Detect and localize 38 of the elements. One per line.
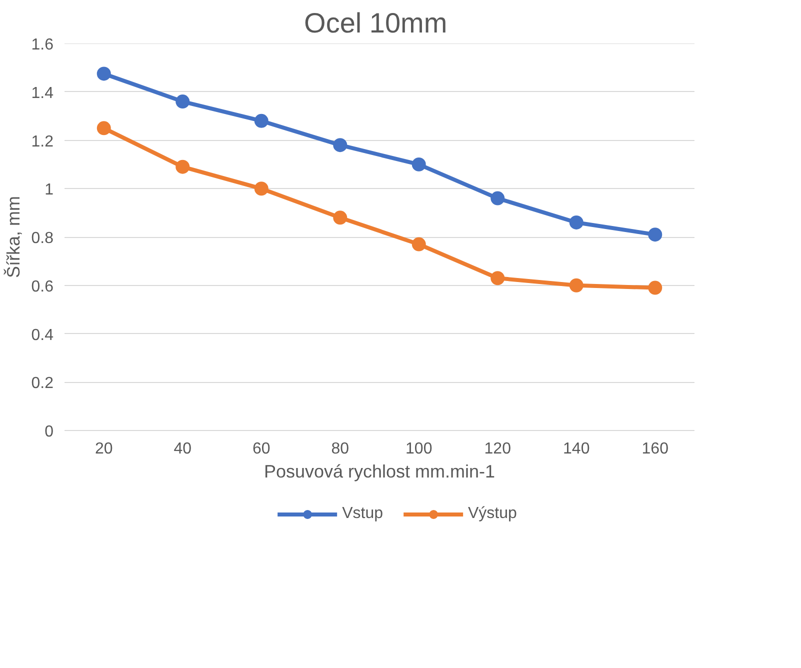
x-axis-title: Posuvová rychlost mm.min-1 (264, 462, 496, 482)
legend-label: Výstup (468, 505, 517, 523)
x-tick-label: 140 (563, 440, 590, 458)
legend-label: Vstup (342, 505, 383, 523)
y-tick-label: 0 (44, 424, 54, 440)
y-tick-label: 1.4 (31, 84, 54, 102)
x-tick-label: 120 (484, 440, 512, 458)
x-tick-label: 20 (94, 440, 113, 458)
y-tick-label: 1.2 (31, 133, 54, 150)
x-tick-label: 80 (331, 440, 350, 458)
y-tick-label: 1.6 (31, 36, 54, 54)
point (490, 191, 505, 206)
point (648, 280, 662, 295)
point (490, 271, 505, 286)
x-tick-label: 160 (642, 440, 669, 458)
x-tick-label: 100 (406, 440, 432, 458)
y-tick-label: 1 (44, 182, 54, 199)
point (648, 228, 662, 242)
point (333, 138, 348, 152)
chart-title: Ocel 10mm (304, 8, 448, 38)
point (412, 237, 426, 252)
point (254, 114, 268, 128)
point (412, 157, 426, 172)
point (176, 94, 190, 109)
x-tick-label: 60 (252, 440, 270, 458)
point (96, 66, 111, 81)
y-tick-label: 0.8 (31, 230, 54, 247)
point (254, 182, 268, 196)
y-tick-label: 0.2 (31, 375, 54, 392)
x-tick-label: 40 (174, 440, 192, 458)
point (333, 210, 348, 225)
y-tick-label: 0.4 (31, 326, 54, 344)
point (96, 121, 111, 136)
y-axis-title: Šířka, mm (3, 196, 24, 278)
point (176, 160, 190, 174)
point (569, 216, 584, 230)
point (569, 278, 584, 292)
y-tick-label: 0.6 (31, 278, 54, 296)
